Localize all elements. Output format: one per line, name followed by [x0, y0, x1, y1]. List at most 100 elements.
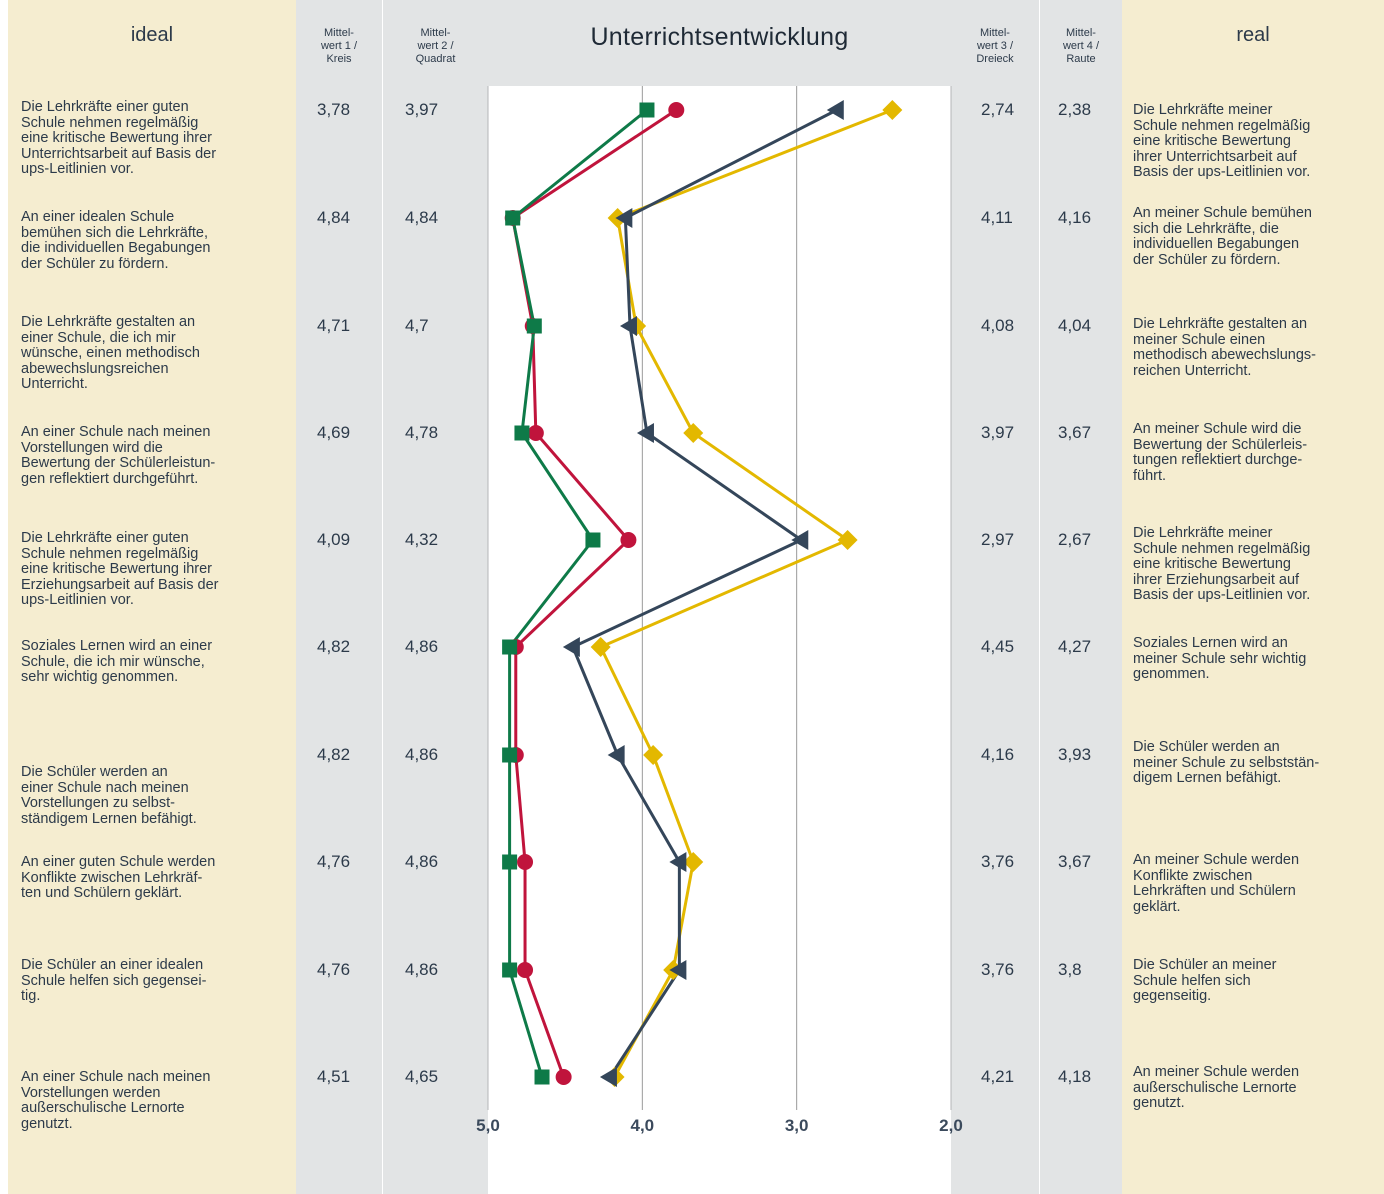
ideal-statement-line: Unterrichtsarbeit auf Basis der [21, 145, 217, 162]
m4-series-line [599, 108, 893, 1078]
mittelwert-3-header: Mittel-wert 3 /Dreieck [976, 26, 1014, 65]
chart-grid [487, 86, 952, 1110]
real-statement-line: tungen reflektiert durchge- [1133, 452, 1303, 468]
ideal-statement-line: An einer idealen Schule [21, 209, 175, 225]
m2-marker [534, 1069, 550, 1085]
m1-value: 4,09 [317, 530, 351, 549]
m2-value: 4,65 [405, 1067, 439, 1086]
ideal-statement-line: Schule nehmen regelmäßig [21, 545, 199, 562]
real-statement-line: ihrer Erziehungsarbeit auf [1133, 571, 1300, 588]
real-statement-line: meiner Schule zu selbststän- [1133, 754, 1320, 771]
m3-value: 4,16 [981, 745, 1015, 764]
ideal-statement-line: der Schüler zu fördern. [21, 255, 169, 272]
ideal-statement-line: Die Lehrkräfte einer guten [21, 99, 189, 115]
ideal-statement-line: abewechslungsreichen [21, 360, 169, 377]
real-statement: Die Lehrkräfte meiner Schule nehmen regel… [1133, 525, 1379, 604]
m4-marker [683, 423, 704, 443]
m1-value: 4,71 [317, 316, 351, 335]
m3-value: 4,21 [981, 1067, 1015, 1086]
real-statement-line: meiner Schule einen [1133, 331, 1266, 348]
m4-value: 3,67 [1058, 852, 1092, 871]
m3-value: 4,11 [981, 208, 1013, 227]
m4-marker [837, 530, 858, 550]
real-statement-line: reichen Unterricht. [1133, 362, 1252, 379]
chart-title: Unterrichtsentwicklung [590, 22, 849, 51]
x-tick-label: 3,0 [785, 1116, 809, 1135]
m2-marker [585, 532, 601, 548]
m1-series-line [511, 108, 678, 1078]
m3-value: 4,45 [981, 637, 1015, 656]
m4-value: 3,93 [1058, 745, 1092, 764]
x-tick-label: 5,0 [476, 1116, 500, 1135]
ideal-statement-line: eine kritische Bewertung ihrer [21, 130, 213, 146]
ideal-statement-line: Unterricht. [21, 376, 88, 392]
real-statement: Die Schüler an meiner Schule helfen sich g… [1133, 957, 1379, 1005]
mittelwert-4-header: Mittel-wert 4 /Raute [1062, 26, 1100, 65]
m3-marker [619, 316, 637, 336]
m3-marker [669, 960, 687, 980]
m1-value: 4,84 [317, 208, 351, 227]
real-statement-line: geklärt. [1133, 898, 1181, 915]
ideal-column [8, 0, 296, 1194]
ideal-statement-line: gen reflektiert durchgeführt. [21, 470, 199, 487]
m3-marker [607, 745, 625, 765]
mittelwert-2-column [383, 0, 488, 1194]
m3-marker [562, 637, 580, 657]
ideal-statement-line: wünsche, einen methodisch [21, 345, 200, 361]
mittelwert-1-header: Mittel-wert 1 /Kreis [320, 26, 358, 65]
ideal-statement-line: tig. [21, 988, 41, 1004]
m1-value: 4,82 [317, 637, 351, 656]
m1-value: 4,69 [317, 423, 351, 442]
real-statement-line: Die Lehrkräfte meiner [1133, 102, 1273, 118]
m3-marker [826, 100, 844, 120]
ideal-statement-line: Schule helfen sich gegensei- [21, 972, 207, 989]
m1-marker [668, 102, 685, 118]
m1-value: 4,51 [317, 1067, 351, 1086]
m3-value: 2,74 [981, 100, 1015, 119]
real-statement-line: ihrer Unterrichtsarbeit auf [1133, 148, 1297, 165]
m3-value: 4,08 [981, 316, 1015, 335]
ideal-statement-line: sehr wichtig genommen. [21, 669, 179, 685]
x-axis-ticks: 5,0 4,0 3,0 2,0 [476, 1116, 963, 1135]
ideal-statement-line: An einer Schule nach meinen [21, 1069, 211, 1085]
m4-marker [683, 852, 704, 872]
m1-value: 4,82 [317, 745, 351, 764]
m3-series-line [571, 108, 838, 1078]
real-statement-line: Lehrkräften und Schülern [1133, 883, 1296, 899]
real-statement-line: An meiner Schule wird die [1133, 421, 1302, 437]
real-statement-line: Schule nehmen regelmäßig [1133, 117, 1311, 134]
real-statement-line: Die Schüler an meiner [1133, 957, 1277, 973]
real-statement-line: Die Lehrkräfte gestalten an [1133, 316, 1308, 332]
mittelwert-4-column [1040, 0, 1122, 1194]
real-statement: Die Lehrkräfte gestalten an meiner Schule… [1133, 316, 1379, 379]
m2-value: 4,86 [405, 852, 439, 871]
real-statement-line: eine kritische Bewertung [1133, 133, 1291, 149]
m1-value: 3,78 [317, 100, 351, 119]
m2-marker [502, 962, 518, 978]
real-statement-line: gegenseitig. [1133, 988, 1212, 1004]
m4-value: 4,18 [1058, 1067, 1092, 1086]
m1-marker [517, 962, 534, 978]
ideal-statement-line: genutzt. [21, 1115, 73, 1132]
real-statement-line: Bewertung der Schülerleis- [1133, 436, 1308, 453]
real-statement-line: Die Lehrkräfte meiner [1133, 525, 1273, 541]
m1-marker [620, 532, 637, 548]
m2-value: 3,97 [405, 100, 439, 119]
real-statement: Die Lehrkräfte meiner Schule nehmen regel… [1133, 102, 1379, 181]
ideal-statement-line: einer Schule, die ich mir [21, 329, 176, 346]
real-statement-line: außerschulische Lernorte [1133, 1079, 1297, 1096]
real-statement-line: genommen. [1133, 666, 1210, 682]
real-statement-line: individuellen Begabungen [1133, 236, 1300, 252]
m2-marker [639, 102, 655, 118]
m2-value: 4,7 [405, 316, 429, 335]
real-statement: Die Schüler werden an meiner Schule zu se… [1133, 739, 1379, 787]
ideal-statement-line: Soziales Lernen wird an einer [21, 638, 213, 654]
mittelwert-1-column [296, 0, 383, 1194]
m2-value: 4,86 [405, 637, 439, 656]
real-statement-line: An meiner Schule werden [1133, 1064, 1300, 1080]
ideal-statement-line: Vorstellungen werden [21, 1084, 161, 1101]
m4-value: 4,27 [1058, 637, 1092, 656]
m4-marker [882, 100, 903, 120]
ideal-statement: An einer Schule nach meinen Vorstellungen… [21, 424, 289, 487]
